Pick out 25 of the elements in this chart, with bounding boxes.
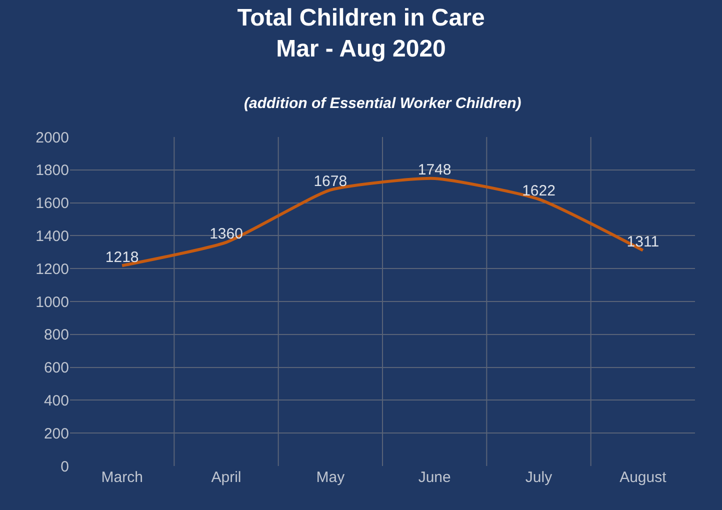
y-tick-label: 1800 bbox=[36, 162, 69, 180]
x-tick-label: June bbox=[418, 469, 451, 486]
data-label: 1678 bbox=[314, 173, 348, 190]
y-tick-label: 800 bbox=[44, 326, 69, 344]
data-label: 1311 bbox=[626, 234, 660, 251]
y-tick-label: 200 bbox=[44, 425, 69, 442]
y-tick-label: 1400 bbox=[36, 228, 69, 245]
x-tick-label: August bbox=[620, 469, 668, 486]
y-tick-label: 0 bbox=[60, 458, 69, 476]
data-label: 1622 bbox=[522, 182, 556, 200]
y-tick-label: 1200 bbox=[36, 260, 69, 278]
y-tick-label: 600 bbox=[44, 360, 69, 377]
y-tick-label: 1600 bbox=[36, 195, 69, 212]
x-tick-label: May bbox=[316, 469, 346, 486]
chart-subtitle: (addition of Essential Worker Children) bbox=[244, 95, 522, 112]
data-label: 1748 bbox=[418, 162, 452, 179]
y-tick-label: 400 bbox=[44, 392, 69, 410]
y-tick-label: 2000 bbox=[36, 129, 69, 146]
y-tick-label: 1000 bbox=[36, 294, 69, 311]
x-tick-label: March bbox=[101, 469, 143, 486]
x-tick-label: April bbox=[211, 469, 242, 486]
data-label: 1360 bbox=[210, 226, 243, 243]
data-label: 1218 bbox=[105, 248, 139, 266]
chart-title: Total Children in Care Mar - Aug 2020 bbox=[237, 4, 485, 63]
x-tick-label: July bbox=[525, 469, 553, 486]
